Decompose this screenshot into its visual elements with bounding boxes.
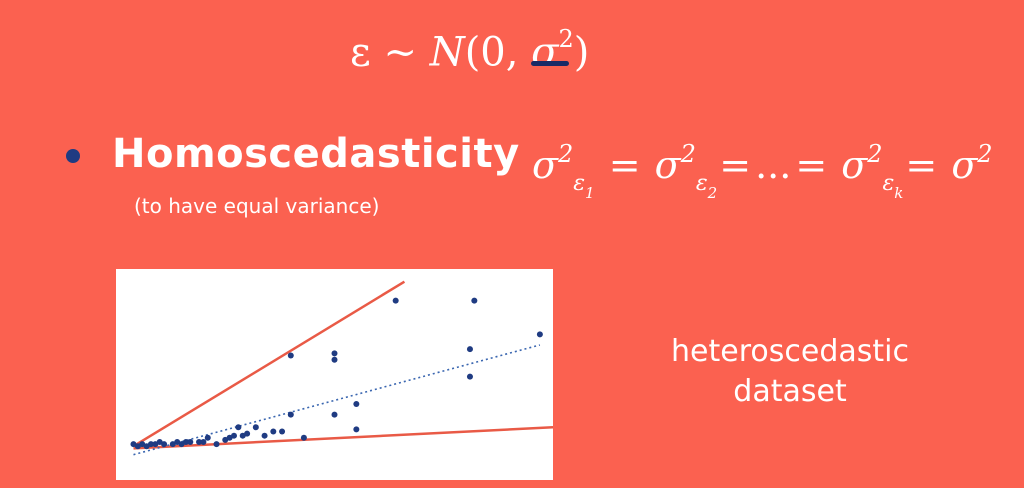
data-point bbox=[235, 424, 242, 431]
sigma-symbol: σ bbox=[531, 29, 559, 76]
equals-sign: = bbox=[719, 142, 752, 187]
sigma-term-1: σ2ε1 bbox=[532, 140, 595, 202]
sigma-rhs: σ2 bbox=[951, 140, 993, 187]
equals-sign: = bbox=[608, 142, 641, 187]
data-point bbox=[287, 411, 294, 418]
data-point bbox=[466, 373, 473, 380]
scatter-plot-panel bbox=[116, 269, 553, 480]
upper-bound-line bbox=[132, 280, 406, 448]
equals-sign: = bbox=[905, 142, 938, 187]
data-point bbox=[204, 434, 211, 441]
data-point bbox=[230, 432, 237, 439]
formula-close: ) bbox=[573, 29, 590, 76]
data-point bbox=[187, 439, 194, 446]
trend-line bbox=[133, 344, 541, 456]
data-point bbox=[279, 428, 286, 435]
data-point bbox=[287, 352, 294, 359]
data-point bbox=[147, 441, 154, 448]
sigma-term-k: σ2εk bbox=[841, 140, 904, 202]
data-point bbox=[471, 297, 478, 304]
data-point bbox=[213, 441, 220, 448]
equal-variance-equation: σ2ε1 = σ2ε2=... = σ2εk= σ2 bbox=[532, 128, 993, 215]
data-point bbox=[331, 411, 338, 418]
equals-sign: = bbox=[795, 142, 828, 187]
data-point bbox=[261, 432, 268, 439]
sigma-term-2: σ2ε2 bbox=[654, 140, 718, 202]
data-point bbox=[466, 346, 473, 353]
sigma-exponent: 2 bbox=[558, 25, 574, 53]
tilde-symbol: ~ bbox=[370, 29, 430, 76]
data-point bbox=[200, 439, 207, 446]
homoscedasticity-heading: Homoscedasticity bbox=[112, 131, 520, 177]
data-point bbox=[270, 428, 277, 435]
heteroscedastic-dataset-label: heteroscedastic dataset bbox=[671, 334, 909, 409]
sigma-underline-mark bbox=[531, 61, 569, 66]
data-point bbox=[536, 331, 543, 338]
scatter-plot bbox=[130, 280, 553, 456]
data-point bbox=[252, 424, 259, 431]
data-point bbox=[331, 350, 338, 357]
data-point bbox=[392, 297, 399, 304]
normal-symbol: N bbox=[429, 29, 465, 76]
data-point bbox=[182, 439, 189, 446]
bullet-dot bbox=[66, 149, 80, 163]
data-point bbox=[244, 430, 251, 437]
homoscedasticity-subtitle: (to have equal variance) bbox=[134, 194, 380, 218]
data-point bbox=[196, 439, 203, 446]
ellipsis: ... bbox=[755, 142, 792, 187]
epsilon-symbol: ε bbox=[350, 29, 371, 76]
data-point bbox=[331, 356, 338, 363]
error-distribution-formula: ε ~ N(0, σ2) bbox=[350, 18, 589, 77]
data-point bbox=[161, 441, 168, 448]
data-point bbox=[300, 434, 307, 441]
formula-open: (0, bbox=[464, 29, 532, 76]
data-point bbox=[353, 401, 360, 408]
data-point bbox=[353, 426, 360, 433]
